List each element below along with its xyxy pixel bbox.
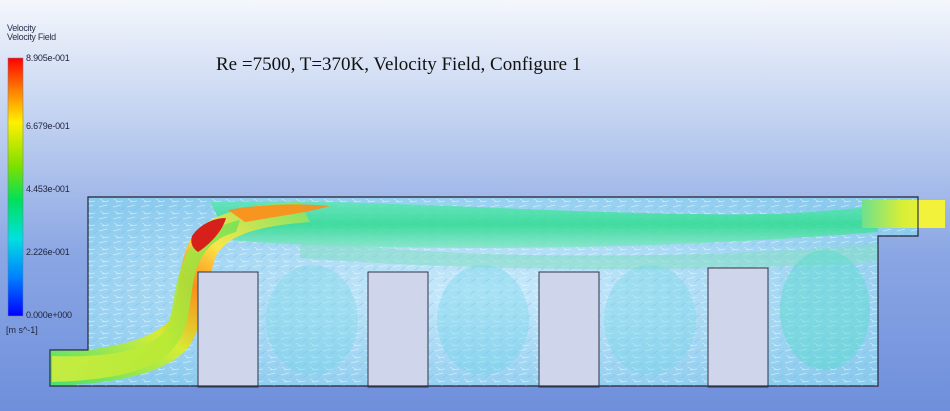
block-2 — [367, 271, 429, 388]
legend-title-line2: Velocity Field — [7, 32, 56, 42]
block-3 — [538, 271, 600, 388]
colorbar-tick-label: 6.679e-001 — [26, 121, 70, 131]
upper-flow-band — [210, 201, 878, 248]
legend-title-line1: Velocity — [7, 23, 36, 33]
block-4 — [707, 267, 769, 388]
colorbar-tick-label: 2.226e-001 — [26, 247, 70, 257]
colorbar-tick-label: 0.000e+000 — [26, 310, 72, 320]
peak-velocity-region — [191, 218, 226, 252]
plot-title: Re =7500, T=370K, Velocity Field, Config… — [216, 54, 582, 75]
high-velocity-region — [228, 204, 330, 222]
outlet-duct — [918, 200, 945, 228]
upper-flow-band-faint — [300, 240, 878, 270]
cavity-swirl-4 — [780, 250, 870, 370]
cavity-swirl-1 — [266, 265, 358, 375]
velocity-vectors — [50, 197, 918, 386]
domain-outline — [49, 196, 919, 387]
colorbar-unit: [m s^-1] — [6, 325, 38, 335]
colorbar-tick-label: 8.905e-001 — [26, 53, 70, 63]
colorbar — [7, 57, 24, 317]
legend-title: Velocity Velocity Field — [7, 24, 71, 42]
cavity-swirl-3 — [604, 265, 696, 375]
cavity-swirl-2 — [437, 265, 529, 375]
inlet-core — [52, 220, 240, 382]
colorbar-tick-label: 4.453e-001 — [26, 184, 70, 194]
block-1 — [197, 271, 259, 388]
